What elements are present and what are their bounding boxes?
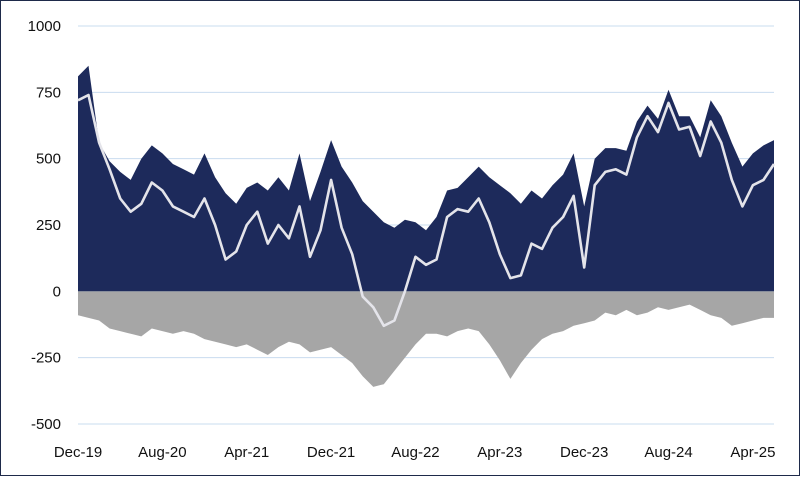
short-positions-area: [78, 291, 774, 387]
y-tick-label: -250: [31, 350, 61, 367]
y-tick-label: 750: [36, 84, 61, 101]
y-tick-label: -500: [31, 416, 61, 433]
x-tick-label: Aug-20: [138, 444, 186, 461]
x-tick-label: Apr-21: [224, 444, 269, 461]
y-axis-tick-labels: 1000 750 500 250 0 -250 -500: [28, 18, 61, 433]
x-tick-label: Dec-23: [560, 444, 608, 461]
net-position-line: [77, 93, 776, 328]
y-tick-label: 0: [53, 283, 61, 300]
long-positions-area: [78, 65, 774, 292]
series-areas: [78, 65, 774, 387]
y-tick-label: 1000: [28, 18, 61, 35]
x-tick-label: Aug-24: [644, 444, 692, 461]
x-tick-label: Apr-25: [730, 444, 775, 461]
y-tick-label: 250: [36, 217, 61, 234]
x-tick-label: Dec-21: [307, 444, 355, 461]
series-lines: [77, 93, 776, 328]
x-tick-label: Aug-22: [391, 444, 439, 461]
x-axis-tick-labels: Dec-19 Aug-20 Apr-21 Dec-21 Aug-22 Apr-23 Dec-…: [54, 444, 776, 461]
x-tick-label: Apr-23: [477, 444, 522, 461]
y-tick-label: 500: [36, 151, 61, 168]
x-tick-label: Dec-19: [54, 444, 102, 461]
